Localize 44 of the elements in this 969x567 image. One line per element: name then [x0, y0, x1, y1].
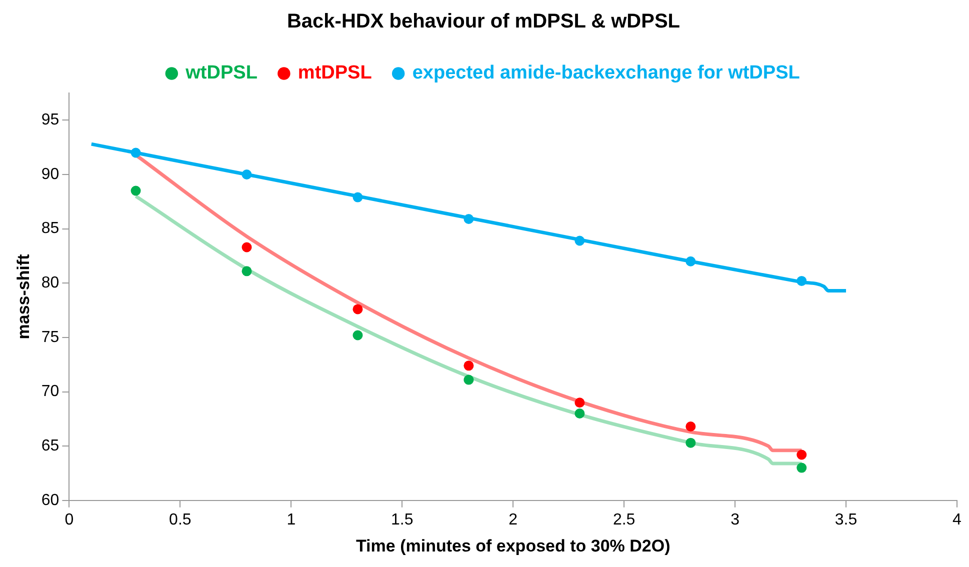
y-tick-label: 80: [41, 274, 60, 292]
x-tick-label: 3.5: [834, 511, 858, 528]
y-tick-label: 65: [41, 437, 60, 454]
point: [464, 214, 474, 224]
point: [242, 242, 252, 252]
legend-label: wtDPSL: [184, 62, 258, 84]
y-tick-label: 85: [41, 220, 60, 238]
point: [686, 422, 696, 432]
point: [352, 330, 363, 340]
y-tick-label: 95: [41, 112, 60, 129]
legend-label: expected amide-backexchange for wtDPSL: [412, 62, 800, 84]
point: [352, 192, 363, 202]
y-axis-title: mass-shift: [14, 254, 33, 340]
legend-label: mtDPSL: [298, 62, 372, 84]
point: [686, 438, 696, 448]
x-tick-label: 3: [730, 511, 740, 528]
point: [796, 276, 807, 286]
chart-title: Back-HDX behaviour of mDPSL & wDPSL: [286, 10, 680, 33]
x-tick-label: 2.5: [612, 511, 636, 528]
x-tick-label: 1: [286, 511, 296, 528]
point: [242, 169, 252, 180]
point: [574, 236, 585, 246]
point: [574, 408, 585, 418]
x-tick-label: 1.5: [391, 511, 414, 528]
point: [464, 374, 474, 385]
point: [352, 304, 363, 314]
point: [130, 186, 141, 196]
y-tick-label: 60: [41, 492, 60, 509]
point: [796, 450, 807, 460]
y-tick-label: 75: [41, 328, 60, 346]
point: [130, 148, 141, 158]
x-tick-label: 0.5: [169, 511, 192, 528]
x-tick-label: 4: [952, 511, 962, 528]
x-tick-label: 2: [508, 511, 518, 528]
point: [796, 462, 807, 473]
y-tick-label: 90: [41, 166, 60, 183]
x-axis-title: Time (minutes of exposed to 30% D2O): [356, 536, 670, 556]
point: [464, 360, 474, 371]
point: [686, 256, 696, 266]
y-tick-label: 70: [41, 383, 60, 400]
point: [242, 266, 252, 276]
line-series: [90, 142, 848, 292]
x-tick-label: 0: [64, 511, 74, 528]
point: [574, 398, 585, 408]
